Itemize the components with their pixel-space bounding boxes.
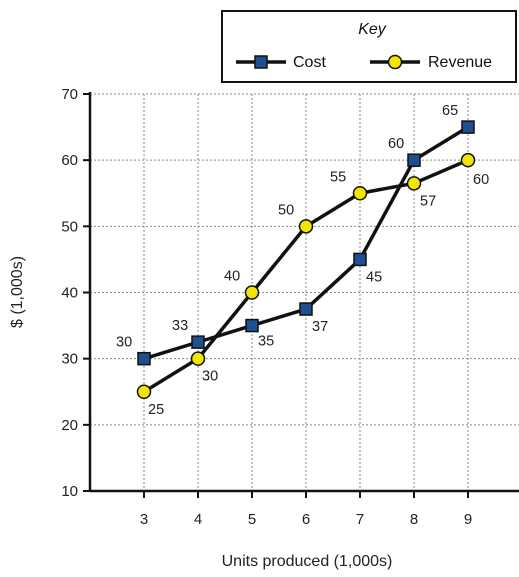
x-tick-label: 8 bbox=[410, 511, 418, 528]
point-revenue bbox=[298, 219, 314, 234]
x-tick-label: 9 bbox=[464, 511, 472, 528]
legend-box bbox=[221, 10, 517, 83]
point-cost bbox=[245, 318, 259, 333]
data-label-cost: 33 bbox=[172, 318, 188, 334]
y-tick-label: 40 bbox=[61, 285, 78, 302]
data-label-revenue: 57 bbox=[420, 193, 436, 209]
point-revenue bbox=[136, 384, 152, 399]
x-tick-label: 6 bbox=[302, 511, 310, 528]
data-label-cost: 65 bbox=[442, 103, 458, 119]
y-tick-label: 70 bbox=[61, 86, 78, 103]
data-label-cost: 45 bbox=[366, 269, 382, 285]
point-cost bbox=[407, 153, 421, 167]
point-revenue bbox=[352, 186, 368, 201]
y-tick-label: 30 bbox=[61, 351, 78, 368]
legend-title: Key bbox=[358, 21, 387, 38]
point-cost bbox=[191, 335, 205, 349]
point-revenue bbox=[244, 285, 260, 300]
y-tick-label: 50 bbox=[61, 218, 78, 235]
data-label-revenue: 50 bbox=[278, 202, 294, 218]
y-axis-title: $ (1,000s) bbox=[9, 256, 26, 328]
point-cost bbox=[137, 351, 151, 366]
data-labels: 30 33 35 37 45 60 65 25 30 40 50 55 57 60 bbox=[116, 103, 489, 418]
point-cost bbox=[299, 302, 313, 316]
legend-marker-revenue bbox=[387, 54, 403, 70]
data-label-revenue: 30 bbox=[202, 369, 218, 385]
point-revenue bbox=[460, 152, 476, 168]
data-label-cost: 60 bbox=[388, 136, 404, 152]
point-revenue bbox=[406, 176, 422, 191]
data-label-revenue: 40 bbox=[224, 269, 240, 285]
x-tick-label: 5 bbox=[248, 511, 256, 528]
x-tick-label: 7 bbox=[356, 511, 364, 528]
legend: Key Cost Revenue bbox=[221, 10, 517, 83]
x-tick-label: 4 bbox=[194, 511, 202, 528]
point-revenue bbox=[190, 351, 206, 366]
data-label-cost: 37 bbox=[312, 319, 328, 335]
point-cost bbox=[461, 120, 475, 134]
data-label-cost: 35 bbox=[258, 334, 274, 350]
point-cost bbox=[353, 252, 367, 267]
legend-label-revenue: Revenue bbox=[428, 54, 492, 71]
legend-marker-cost bbox=[254, 55, 268, 69]
data-label-cost: 30 bbox=[116, 335, 132, 351]
y-tick-label: 10 bbox=[61, 483, 78, 500]
x-axis-title: Units produced (1,000s) bbox=[222, 553, 393, 570]
y-tick-label: 20 bbox=[61, 417, 78, 434]
series bbox=[136, 120, 476, 399]
legend-label-cost: Cost bbox=[293, 54, 326, 71]
data-label-revenue: 25 bbox=[148, 402, 164, 418]
y-tick-label: 60 bbox=[61, 152, 78, 169]
data-label-revenue: 60 bbox=[473, 172, 489, 188]
data-label-revenue: 55 bbox=[330, 169, 346, 185]
grid bbox=[90, 93, 519, 491]
x-tick-label: 3 bbox=[140, 511, 148, 528]
